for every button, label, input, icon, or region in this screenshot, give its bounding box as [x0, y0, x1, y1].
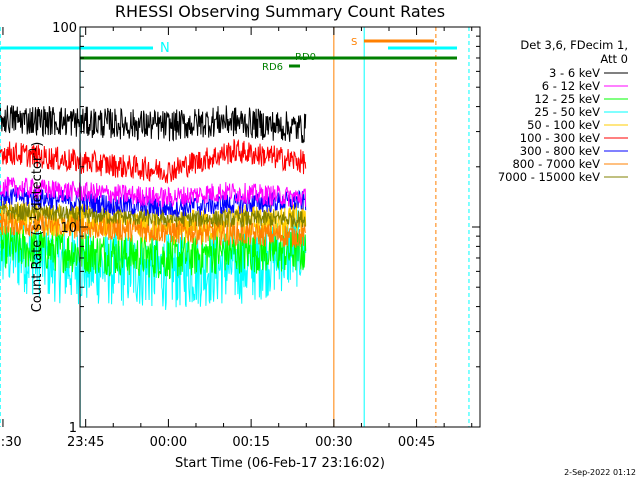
y-axis-label-sup1: -1 [29, 215, 39, 224]
series-line-5 [0, 138, 307, 184]
legend-label: 6 - 12 keV [542, 79, 600, 93]
legend-label: 50 - 100 keV [527, 118, 600, 132]
x-tick-label: 23:45 [67, 435, 104, 450]
y-tick-label: 1 [69, 421, 77, 436]
y-tick-label: 100 [52, 21, 77, 36]
legend-label: 100 - 300 keV [520, 131, 600, 145]
legend-label: 800 - 7000 keV [512, 157, 600, 171]
x-tick-label: 00:30 [315, 435, 352, 450]
legend-header-line2: Att 0 [600, 52, 628, 66]
x-tick-label: 00:00 [150, 435, 187, 450]
series-line-1 [0, 176, 307, 208]
legend-header-line1: Det 3,6, FDecim 1, [520, 38, 628, 52]
rd0-label: RD0 [295, 52, 316, 63]
x-tick-label: 23:30 [0, 435, 22, 450]
series-line-6 [0, 185, 307, 218]
y-axis-label-end: ) [30, 142, 45, 147]
annotation-layer: N S RD6 RD0 [0, 27, 470, 427]
rd6-label: RD6 [262, 62, 283, 73]
x-tick-label: 00:15 [232, 435, 269, 450]
chart-title: RHESSI Observing Summary Count Rates [115, 2, 445, 21]
saa-label: S [351, 37, 357, 48]
night-label: N [160, 41, 170, 56]
series-line-8 [0, 203, 306, 229]
series-line-7 [0, 211, 307, 248]
y-axis-label-sup2: -1 [29, 147, 39, 156]
legend-label: 25 - 50 keV [534, 105, 600, 119]
y-axis-label: Count Rate (s-1 detector-1) [29, 142, 45, 313]
timestamp: 2-Sep-2022 01:12 [564, 468, 636, 477]
series-layer [0, 103, 307, 310]
legend-label: 3 - 6 keV [549, 66, 600, 80]
series-line-0 [0, 103, 307, 144]
y-tick-label: 10 [60, 221, 77, 236]
legend-label: 12 - 25 keV [534, 92, 600, 106]
y-axis-label-main: Count Rate (s [30, 224, 45, 313]
axes-layer: 23:30 23:45 00:00 00:15 00:30 00:45 1 10 100 [0, 21, 480, 450]
x-tick-label: 00:45 [398, 435, 435, 450]
legend-label: 7000 - 15000 keV [498, 170, 600, 184]
legend-label: 300 - 800 keV [520, 144, 600, 158]
y-axis-label-mid: detector [30, 155, 45, 215]
x-axis-label: Start Time (06-Feb-17 23:16:02) [175, 456, 385, 471]
series-line-3 [0, 209, 307, 310]
